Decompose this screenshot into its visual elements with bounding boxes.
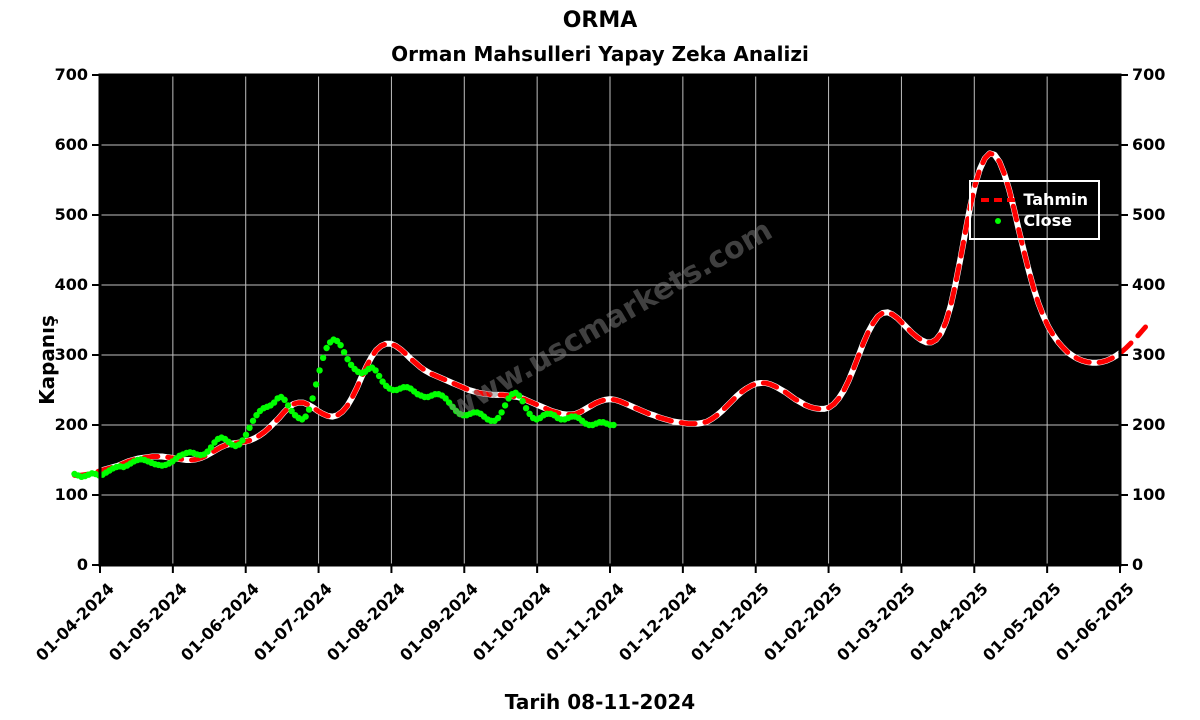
y2-tick-label: 600 — [1132, 135, 1165, 154]
legend-label: Tahmin — [1023, 190, 1088, 209]
chart-suptitle: ORMA — [0, 8, 1200, 33]
y2-tick-label: 200 — [1132, 415, 1165, 434]
chart-title: Orman Mahsulleri Yapay Zeka Analizi — [0, 42, 1200, 66]
x-axis-label: Tarih 08-11-2024 — [0, 690, 1200, 714]
y2-tick-label: 300 — [1132, 345, 1165, 364]
y-tick-label: 0 — [77, 555, 88, 574]
y-tick-label: 400 — [55, 275, 88, 294]
legend-swatch-line — [981, 198, 1015, 202]
y-tick-label: 200 — [55, 415, 88, 434]
y-tick-label: 100 — [55, 485, 88, 504]
y2-tick-label: 700 — [1132, 65, 1165, 84]
y2-tick-label: 100 — [1132, 485, 1165, 504]
y2-tick-label: 0 — [1132, 555, 1143, 574]
legend-item: Close — [981, 211, 1088, 230]
legend-swatch-dot — [981, 218, 1015, 224]
y-tick-label: 700 — [55, 65, 88, 84]
y2-tick-label: 400 — [1132, 275, 1165, 294]
y-tick-label: 600 — [55, 135, 88, 154]
legend-item: Tahmin — [981, 190, 1088, 209]
chart-frame: ORMA Orman Mahsulleri Yapay Zeka Analizi… — [0, 0, 1200, 720]
legend: Tahmin Close — [969, 180, 1100, 240]
legend-label: Close — [1023, 211, 1072, 230]
y-tick-label: 300 — [55, 345, 88, 364]
y2-tick-label: 500 — [1132, 205, 1165, 224]
y-tick-label: 500 — [55, 205, 88, 224]
